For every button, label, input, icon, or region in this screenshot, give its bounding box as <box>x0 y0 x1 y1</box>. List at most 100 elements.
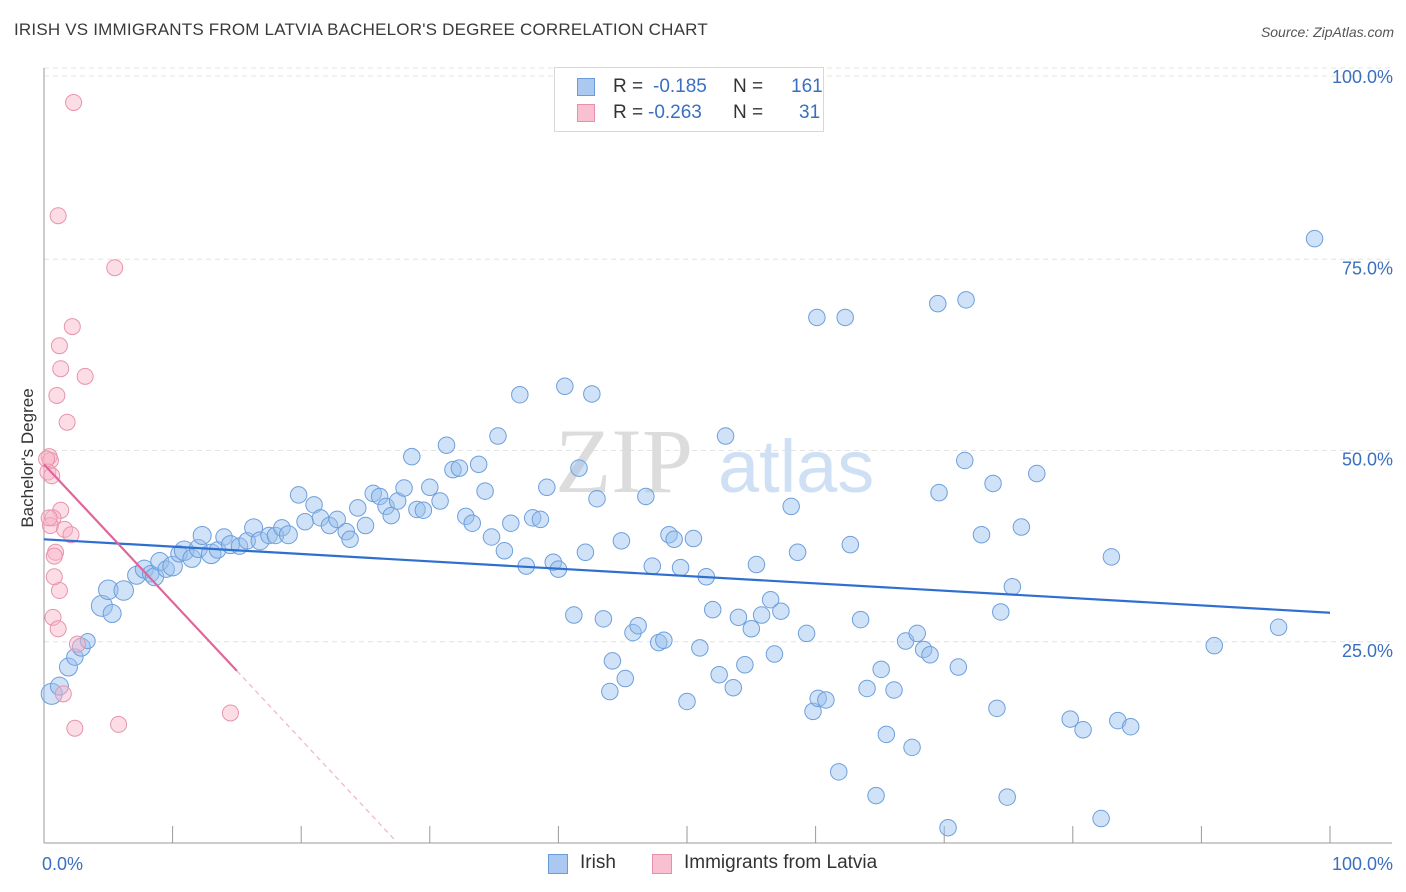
latvia-point <box>54 685 72 703</box>
y-tick-labels: 25.0% 50.0% 75.0% 100.0% <box>1332 67 1393 661</box>
irish-point <box>637 487 655 506</box>
latvia-point <box>50 337 68 355</box>
n-label: N = <box>733 76 764 97</box>
irish-point <box>260 526 278 545</box>
irish-point <box>612 532 631 550</box>
irish-point <box>102 604 122 623</box>
latvia-point <box>65 93 83 111</box>
irish-point <box>408 500 426 519</box>
irish-point <box>752 606 771 624</box>
irish-point <box>538 478 556 497</box>
latvia-point <box>49 620 67 638</box>
latvia-point <box>48 386 66 404</box>
watermark-zip: ZIP <box>555 410 693 512</box>
irish-point <box>949 658 968 676</box>
irish-point <box>1102 548 1121 566</box>
irish-point <box>482 528 501 546</box>
irish-point <box>885 681 903 699</box>
irish-point <box>278 525 298 545</box>
irish-point <box>867 786 885 805</box>
irish-point <box>797 624 816 643</box>
irish-point <box>58 657 78 677</box>
irish-point <box>576 543 595 562</box>
irish-point <box>603 652 622 670</box>
irish-point <box>1028 464 1046 483</box>
irish-point <box>192 525 212 545</box>
irish-point <box>215 528 233 546</box>
irish-point <box>765 645 784 663</box>
irish-point <box>716 427 735 445</box>
y-tick-label: 75.0% <box>1342 258 1393 278</box>
irish-point <box>431 492 449 510</box>
latvia-point <box>45 568 63 586</box>
irish-point <box>49 676 69 696</box>
irish-point <box>341 530 359 549</box>
legend-label-irish: Irish <box>580 852 616 873</box>
latvia-point <box>68 635 86 653</box>
irish-point <box>113 580 134 601</box>
chart-title: IRISH VS IMMIGRANTS FROM LATVIA BACHELOR… <box>14 20 708 39</box>
irish-point <box>1121 717 1140 736</box>
legend-swatch-irish <box>577 78 595 96</box>
irish-point <box>747 555 766 574</box>
irish-point <box>817 691 835 709</box>
irish-point <box>444 460 462 479</box>
irish-point <box>742 620 761 638</box>
irish-point <box>660 525 678 544</box>
irish-point <box>1305 229 1324 248</box>
irish-point <box>957 291 975 309</box>
irish-point <box>157 560 175 578</box>
irish-point <box>691 639 709 657</box>
irish-point <box>382 506 400 525</box>
latvia-point <box>221 704 239 722</box>
irish-point <box>377 497 395 516</box>
latvia-trendline-extension <box>236 670 399 844</box>
irish-point <box>1061 710 1079 728</box>
irish-point <box>1012 518 1031 536</box>
irish-point <box>782 497 800 516</box>
r-value: -0.263 <box>648 102 702 123</box>
legend-series: Irish Immigrants from Latvia <box>0 852 1406 878</box>
irish-point <box>877 725 896 744</box>
latvia-point <box>40 509 58 527</box>
irish-point <box>671 558 690 577</box>
irish-trendline <box>43 538 1331 614</box>
x-ticks <box>43 826 1331 843</box>
irish-point <box>1205 636 1224 655</box>
irish-point <box>808 308 826 327</box>
irish-point <box>939 818 957 837</box>
irish-point <box>289 486 308 504</box>
irish-point <box>173 540 195 562</box>
irish-point <box>710 665 728 684</box>
r-label: R = <box>613 76 644 97</box>
irish-point <box>1109 711 1127 730</box>
latvia-point <box>38 450 56 468</box>
irish-point <box>601 682 619 701</box>
irish-point <box>655 631 673 650</box>
latvia-point <box>106 259 124 277</box>
x-tick-label-min: 0.0% <box>42 854 83 874</box>
irish-point <box>829 763 848 781</box>
irish-point <box>66 648 84 666</box>
irish-point <box>1003 577 1022 596</box>
irish-point <box>414 501 433 519</box>
irish-point <box>162 555 183 577</box>
irish-point <box>328 510 346 529</box>
irish-point <box>502 514 520 532</box>
irish-point <box>370 487 389 506</box>
latvia-point <box>43 467 61 485</box>
irish-point <box>930 483 948 502</box>
irish-point <box>992 603 1010 621</box>
irish-point <box>684 529 703 548</box>
irish-point <box>972 525 991 544</box>
latvia-point <box>45 547 63 565</box>
latvia-trendline <box>43 463 238 672</box>
irish-point <box>1092 809 1110 828</box>
irish-point <box>804 702 822 721</box>
irish-point <box>403 447 421 466</box>
irish-point <box>703 600 722 619</box>
irish-point <box>851 610 870 629</box>
y-tick-label: 25.0% <box>1342 641 1393 661</box>
irish-point <box>437 436 456 454</box>
